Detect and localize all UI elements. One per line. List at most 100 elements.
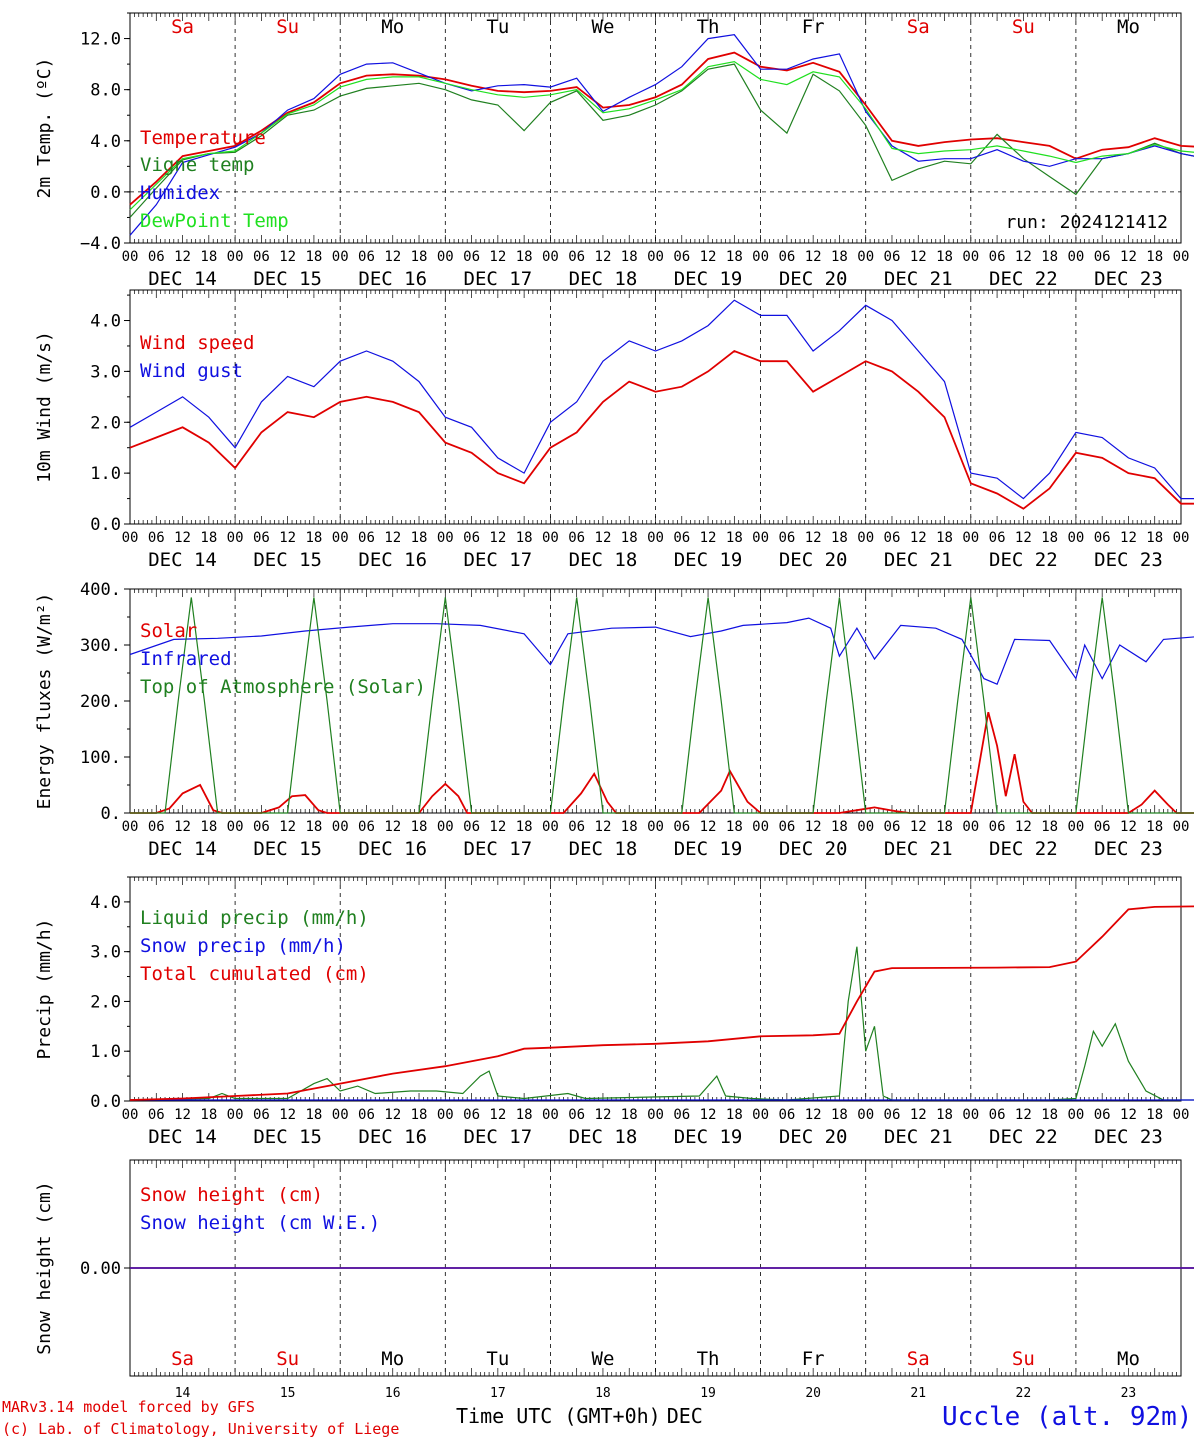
y-tick-label: 12.0	[80, 30, 121, 50]
date-label: DEC 23	[1094, 549, 1163, 571]
day-name: Fr	[802, 16, 825, 38]
hour-label: 18	[1041, 530, 1058, 546]
hour-label: 00	[227, 249, 244, 265]
hour-label: 18	[621, 530, 638, 546]
hour-label: 18	[621, 1107, 638, 1123]
hour-label: 12	[805, 819, 822, 835]
day-name: Su	[1012, 16, 1035, 38]
hour-label: 06	[463, 530, 480, 546]
day-name: Su	[1012, 1348, 1035, 1370]
hour-label: 00	[332, 530, 349, 546]
date-label: DEC 21	[884, 268, 953, 290]
hour-label: 12	[910, 1107, 927, 1123]
hour-label: 12	[805, 530, 822, 546]
hour-label: 00	[542, 530, 559, 546]
hour-label: 12	[1120, 819, 1137, 835]
date-label: DEC 22	[989, 1126, 1058, 1148]
hour-label: 00	[857, 249, 874, 265]
series-line-dewpoint-temp	[129, 60, 1194, 211]
hour-label: 06	[463, 249, 480, 265]
date-label: DEC 19	[674, 268, 743, 290]
hour-label: 12	[700, 530, 717, 546]
hour-label: 00	[962, 819, 979, 835]
hour-label: 18	[726, 819, 743, 835]
hour-label: 06	[148, 249, 165, 265]
hour-label: 00	[1067, 1107, 1084, 1123]
hour-label: 18	[831, 249, 848, 265]
hour-label: 12	[595, 249, 612, 265]
hour-label: 12	[384, 819, 401, 835]
hour-label: 12	[700, 1107, 717, 1123]
date-label: DEC 19	[674, 1126, 743, 1148]
day-name: Th	[697, 1348, 720, 1370]
date-label: DEC 21	[884, 549, 953, 571]
date-label: DEC 18	[569, 268, 638, 290]
day-name: Sa	[171, 1348, 194, 1370]
series-line-top-of-atmosphere-solar-	[130, 597, 1194, 814]
hour-label: 18	[516, 530, 533, 546]
y-tick-label: 0.00	[80, 1259, 121, 1279]
hour-label: 06	[989, 1107, 1006, 1123]
date-label: DEC 16	[358, 268, 427, 290]
day-number: 16	[385, 1386, 401, 1401]
hour-label: 00	[647, 1107, 664, 1123]
hour-label: 12	[1015, 530, 1032, 546]
day-name: Su	[276, 16, 299, 38]
hour-label: 12	[700, 249, 717, 265]
hour-label: 18	[726, 1107, 743, 1123]
hour-label: 06	[673, 249, 690, 265]
hour-label: 06	[253, 819, 270, 835]
date-label: DEC 16	[358, 1126, 427, 1148]
day-name: Mo	[381, 16, 404, 38]
day-name: Tu	[486, 16, 509, 38]
date-label: DEC 17	[464, 268, 533, 290]
hour-label: 18	[831, 1107, 848, 1123]
hour-label: 00	[647, 530, 664, 546]
hour-label: 00	[437, 819, 454, 835]
day-name: We	[592, 1348, 615, 1370]
lab-credit: (c) Lab. of Climatology, University of L…	[2, 1420, 400, 1438]
date-label: DEC 21	[884, 1126, 953, 1148]
hour-label: 06	[778, 1107, 795, 1123]
y-tick-label: 2.0	[90, 992, 121, 1012]
hour-label: 18	[936, 1107, 953, 1123]
legend-entry: Snow height (cm)	[140, 1184, 323, 1206]
hour-label: 12	[595, 819, 612, 835]
y-tick-label: −4.0	[80, 234, 121, 254]
day-name: Sa	[907, 16, 930, 38]
day-name: Sa	[171, 16, 194, 38]
date-label: DEC 20	[779, 838, 848, 860]
date-label: DEC 15	[253, 1126, 322, 1148]
hour-label: 00	[542, 249, 559, 265]
hour-label: 06	[568, 1107, 585, 1123]
x-axis-title: Time UTC (GMT+0h)	[456, 1404, 661, 1428]
hour-label: 12	[279, 1107, 296, 1123]
hour-label: 06	[884, 530, 901, 546]
hour-label: 18	[936, 819, 953, 835]
hour-label: 00	[752, 1107, 769, 1123]
hour-label: 18	[305, 819, 322, 835]
hour-label: 18	[200, 249, 217, 265]
hour-label: 00	[122, 249, 139, 265]
series-line-wind-speed	[129, 349, 1194, 510]
hour-label: 18	[831, 530, 848, 546]
date-label: DEC 22	[989, 549, 1058, 571]
date-label: DEC 15	[253, 838, 322, 860]
hour-label: 12	[910, 530, 927, 546]
series-line-temperature	[129, 51, 1194, 206]
hour-label: 12	[174, 530, 191, 546]
date-label: DEC 18	[569, 549, 638, 571]
hour-label: 12	[1120, 530, 1137, 546]
legend-entry: Infrared	[140, 648, 232, 670]
series-line-liquid-precip-mm-h-	[129, 946, 1194, 1101]
y-tick-label: 1.0	[90, 464, 121, 484]
hour-label: 00	[437, 1107, 454, 1123]
day-number: 18	[595, 1386, 611, 1401]
date-label: DEC 18	[569, 838, 638, 860]
hour-label: 06	[358, 530, 375, 546]
hour-label: 00	[857, 530, 874, 546]
model-credit: MARv3.14 model forced by GFS	[2, 1398, 255, 1416]
hour-label: 06	[253, 530, 270, 546]
legend-entry: Liquid precip (mm/h)	[140, 907, 369, 929]
